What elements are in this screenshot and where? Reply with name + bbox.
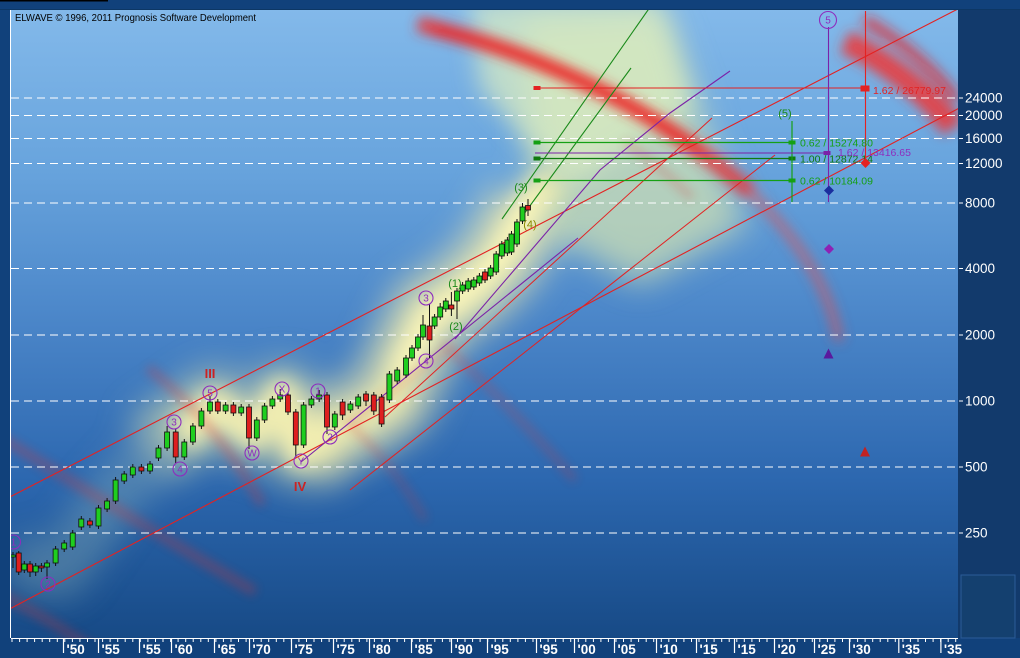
svg-text:(5): (5) <box>778 108 791 120</box>
svg-text:'00: '00 <box>578 642 596 657</box>
svg-text:20000: 20000 <box>965 108 1003 123</box>
svg-text:3: 3 <box>423 294 429 305</box>
svg-text:'95: '95 <box>540 642 559 657</box>
svg-text:0.62 / 10184.09: 0.62 / 10184.09 <box>800 176 873 188</box>
svg-text:1.00 / 12872.14: 1.00 / 12872.14 <box>800 154 873 166</box>
svg-text:24000: 24000 <box>965 91 1003 106</box>
svg-text:'50: '50 <box>67 642 85 657</box>
svg-text:'85: '85 <box>415 642 434 657</box>
svg-text:'70: '70 <box>253 642 271 657</box>
svg-text:(4): (4) <box>523 219 536 231</box>
svg-text:1.62 / 26779.97: 1.62 / 26779.97 <box>873 85 946 97</box>
svg-text:'95: '95 <box>491 642 510 657</box>
svg-text:'65: '65 <box>218 642 237 657</box>
svg-text:12000: 12000 <box>965 156 1003 171</box>
svg-text:'20: '20 <box>778 642 796 657</box>
svg-text:(3): (3) <box>514 182 527 194</box>
svg-text:3: 3 <box>171 418 177 429</box>
svg-text:250: 250 <box>965 526 988 541</box>
svg-text:Y: Y <box>298 457 305 468</box>
svg-text:8000: 8000 <box>965 196 995 211</box>
svg-text:III: III <box>205 366 216 381</box>
svg-text:2000: 2000 <box>965 328 995 343</box>
svg-text:'75: '75 <box>295 642 314 657</box>
svg-text:'15: '15 <box>700 642 719 657</box>
svg-text:5: 5 <box>207 389 213 400</box>
svg-text:4: 4 <box>177 465 183 476</box>
svg-text:1.62 / 13416.65: 1.62 / 13416.65 <box>838 147 911 159</box>
svg-text:1: 1 <box>11 538 17 549</box>
svg-text:1000: 1000 <box>965 394 995 409</box>
svg-text:'55: '55 <box>102 642 121 657</box>
svg-text:(2): (2) <box>449 321 462 333</box>
svg-text:4: 4 <box>423 357 429 368</box>
svg-text:'25: '25 <box>818 642 837 657</box>
svg-text:IV: IV <box>294 479 307 494</box>
svg-text:(1): (1) <box>448 278 461 290</box>
svg-text:4000: 4000 <box>965 261 995 276</box>
svg-text:'80: '80 <box>373 642 391 657</box>
svg-text:'05: '05 <box>618 642 637 657</box>
svg-text:1: 1 <box>315 387 321 398</box>
svg-text:'90: '90 <box>455 642 473 657</box>
svg-text:'15: '15 <box>738 642 757 657</box>
svg-text:2: 2 <box>45 580 51 591</box>
svg-text:'30: '30 <box>853 642 871 657</box>
svg-text:'35: '35 <box>902 642 921 657</box>
svg-text:0.62 / 15274.80: 0.62 / 15274.80 <box>800 138 873 150</box>
svg-text:16000: 16000 <box>965 131 1003 146</box>
svg-text:'35: '35 <box>944 642 963 657</box>
svg-text:W: W <box>247 449 257 460</box>
svg-text:'55: '55 <box>143 642 162 657</box>
svg-text:2: 2 <box>327 433 333 444</box>
svg-text:'10: '10 <box>660 642 678 657</box>
svg-text:X: X <box>279 385 286 396</box>
svg-text:ELWAVE © 1996, 2011 Prognosis: ELWAVE © 1996, 2011 Prognosis Software D… <box>15 12 256 24</box>
svg-text:'60: '60 <box>175 642 193 657</box>
svg-text:'75: '75 <box>337 642 356 657</box>
svg-text:500: 500 <box>965 460 988 475</box>
svg-text:5: 5 <box>825 16 831 27</box>
